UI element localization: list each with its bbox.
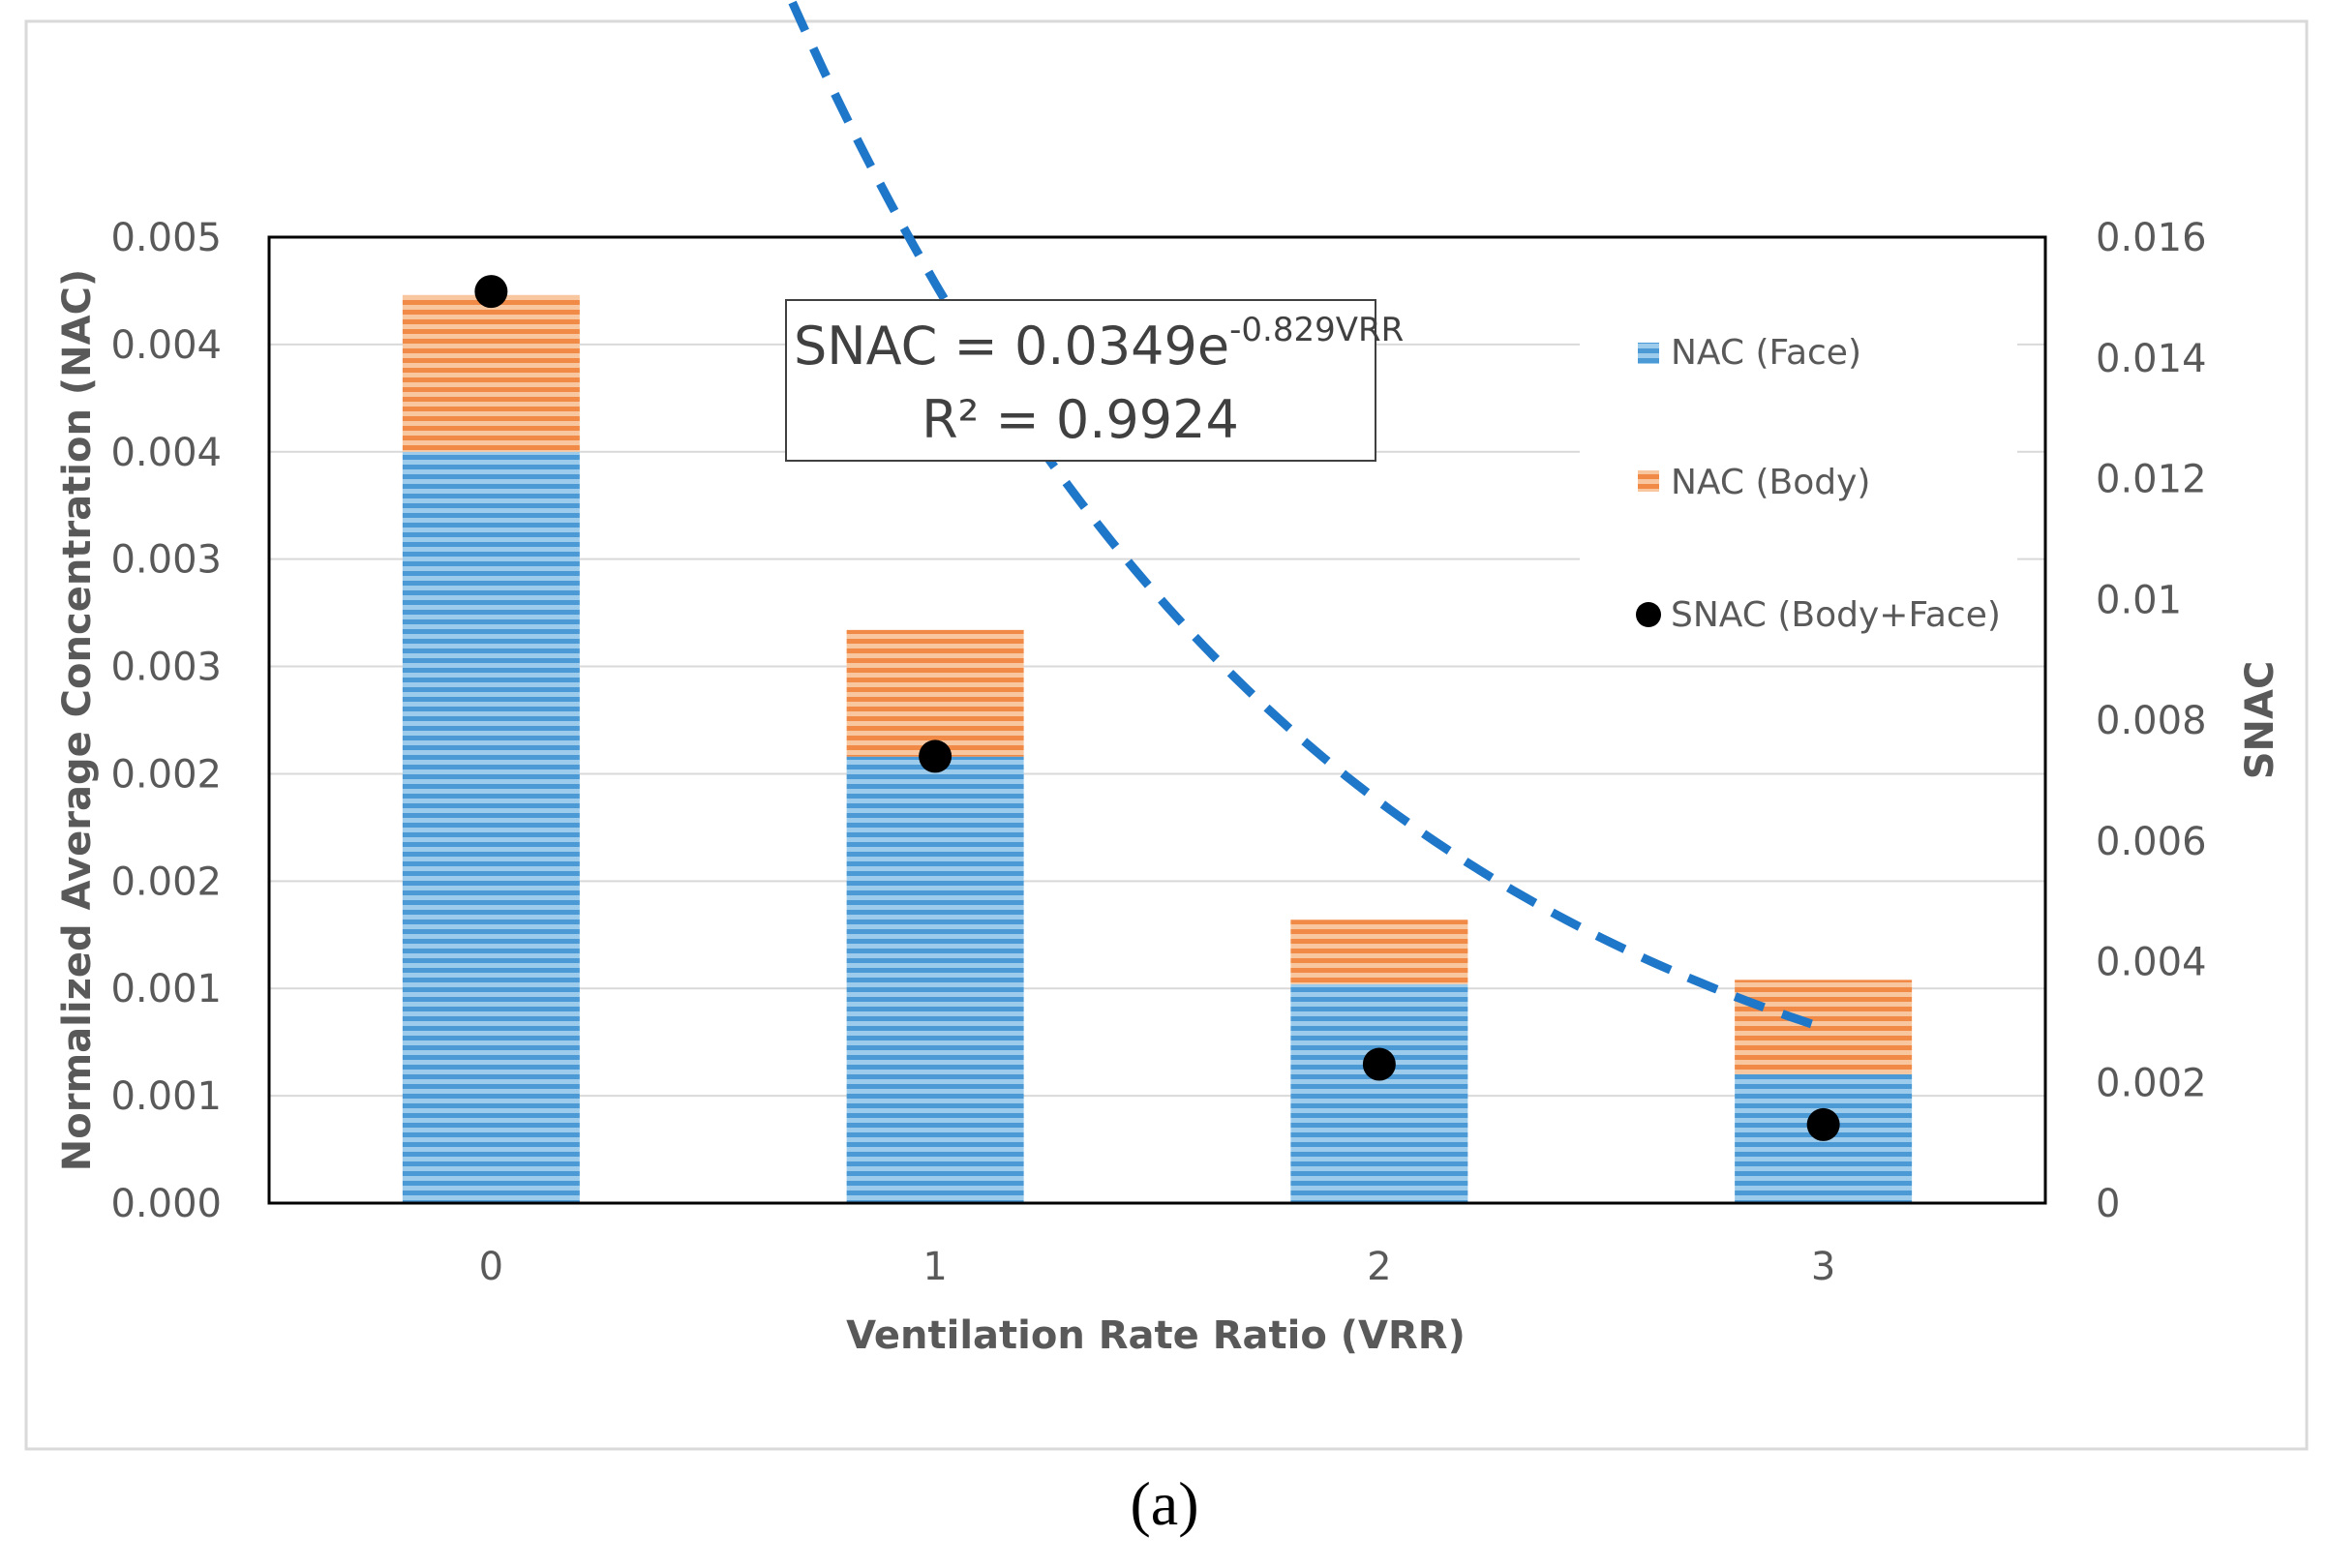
legend-swatch-body xyxy=(1638,470,1659,492)
y-tick-label: 0.004 xyxy=(110,323,222,368)
snac-point xyxy=(919,739,952,773)
trendline-group xyxy=(786,0,1826,1033)
y2-tick-label: 0.014 xyxy=(2096,337,2207,381)
snac-point xyxy=(1362,1047,1396,1081)
y-tick-label: 0.005 xyxy=(110,216,222,260)
x-tick-label: 3 xyxy=(1811,1245,1835,1289)
equation-r-squared: R² = 0.9924 xyxy=(922,389,1239,450)
snac-point xyxy=(474,275,508,309)
y-tick-label: 0.004 xyxy=(110,431,222,475)
legend-label-face: NAC (Face) xyxy=(1671,333,1861,373)
figure-frame xyxy=(24,19,2309,1451)
y2-tick-label: 0.002 xyxy=(2096,1061,2207,1105)
equation-exponent: -0.829VRR xyxy=(1229,311,1404,349)
y-tick-label: 0.001 xyxy=(110,967,222,1011)
y2-axis-title: SNAC xyxy=(2238,661,2283,780)
equation-line1: SNAC = 0.0349e-0.829VRR xyxy=(794,311,1404,377)
y-tick-label: 0.003 xyxy=(110,538,222,583)
snac-point xyxy=(1806,1107,1840,1141)
figure-caption: (a) xyxy=(1130,1469,1198,1538)
x-axis-title: Ventilation Rate Ratio (VRR) xyxy=(846,1313,1466,1358)
equation-box: SNAC = 0.0349e-0.829VRR R² = 0.9924 xyxy=(785,299,1404,462)
snac-points xyxy=(474,275,1840,1141)
x-axis-ticks: 0 1 2 3 xyxy=(479,1245,1836,1289)
legend-marker-snac xyxy=(1636,602,1661,627)
bar-nac-body xyxy=(846,629,1024,757)
legend-swatch-face xyxy=(1638,343,1659,364)
y2-tick-label: 0.012 xyxy=(2096,458,2207,502)
y-tick-label: 0.002 xyxy=(110,752,222,797)
bar-nac-face xyxy=(402,451,580,1203)
bar-nac-body xyxy=(402,294,580,452)
legend-label-snac: SNAC (Body+Face) xyxy=(1671,595,2001,635)
y2-axis-ticks: 0 0.002 0.004 0.006 0.008 0.01 0.012 0.014 0.016 xyxy=(2096,216,2207,1226)
y-tick-label: 0.001 xyxy=(110,1074,222,1119)
trendline xyxy=(786,0,1826,1033)
y-tick-label: 0.002 xyxy=(110,859,222,904)
bar-nac-body xyxy=(1735,980,1913,1074)
bar-nac-body xyxy=(1290,920,1468,984)
x-tick-label: 1 xyxy=(922,1245,947,1289)
bar-nac-face xyxy=(846,756,1024,1203)
legend: NAC (Face) NAC (Body) SNAC (Body+Face) xyxy=(1580,308,2017,662)
y-tick-label: 0.000 xyxy=(110,1182,222,1226)
x-tick-label: 0 xyxy=(479,1245,503,1289)
y2-tick-label: 0.006 xyxy=(2096,820,2207,864)
equation-prefix: SNAC = 0.0349e xyxy=(794,316,1229,377)
y2-tick-label: 0 xyxy=(2096,1182,2120,1226)
y-axis-title: Normalized Average Concentration (NAC) xyxy=(55,269,100,1171)
bar-nac-face xyxy=(1290,983,1468,1203)
x-tick-label: 2 xyxy=(1367,1245,1391,1289)
legend-label-body: NAC (Body) xyxy=(1671,463,1870,502)
y2-tick-label: 0.004 xyxy=(2096,941,2207,985)
y-axis-ticks: 0.000 0.001 0.001 0.002 0.002 0.003 0.003 0.004… xyxy=(110,216,222,1226)
y-tick-label: 0.003 xyxy=(110,646,222,690)
y2-tick-label: 0.008 xyxy=(2096,699,2207,743)
y2-tick-label: 0.016 xyxy=(2096,216,2207,260)
bars xyxy=(402,294,1913,1203)
equation-box-frame xyxy=(785,299,1376,462)
plot-frame xyxy=(267,235,2047,1205)
y2-tick-label: 0.01 xyxy=(2096,578,2182,622)
